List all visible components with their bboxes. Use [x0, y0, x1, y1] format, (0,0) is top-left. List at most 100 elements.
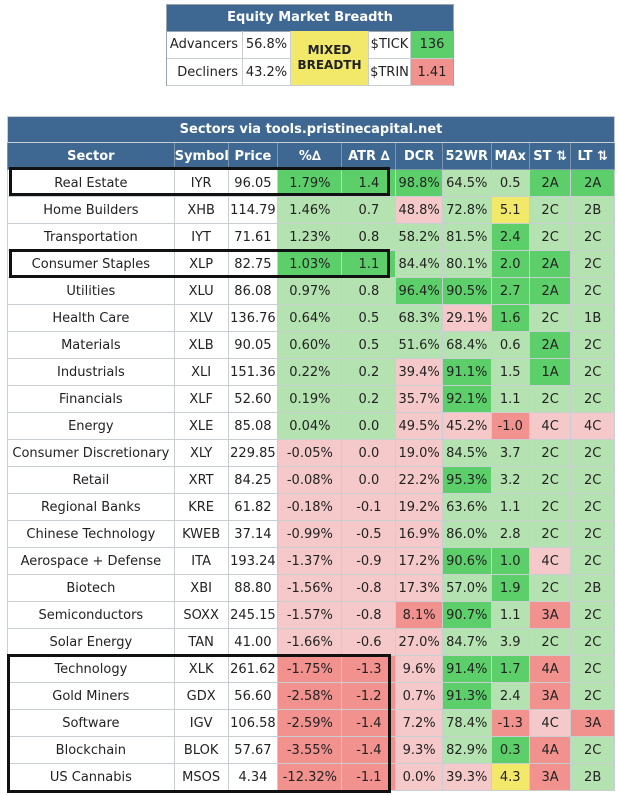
table-row: Blockchain BLOK 57.67 -3.55% -1.4 9.3% 82.9% 0.… — [7, 736, 615, 764]
cell-pct-change: 0.19% — [277, 385, 343, 413]
column-header-atr-change: ATR ∆ — [341, 142, 397, 170]
cell-st: 2C — [528, 520, 572, 548]
cell-symbol: XLY — [173, 439, 229, 467]
cell-atr-change: 0.8 — [341, 277, 397, 305]
cell-atr-change: 0.2 — [341, 358, 397, 386]
cell-price: 37.14 — [227, 520, 279, 548]
cell-symbol: TAN — [173, 628, 229, 656]
cell-atr-change: 0.2 — [341, 385, 397, 413]
cell-max: 1.9 — [490, 574, 530, 602]
cell-max: 2.0 — [490, 250, 530, 278]
cell-sector: Transportation — [7, 223, 175, 251]
cell-price: 193.24 — [227, 547, 279, 575]
cell-atr-change: -1.4 — [341, 736, 397, 764]
table-row: US Cannabis MSOS 4.34 -12.32% -1.1 0.0% 39.3% 4… — [7, 763, 615, 791]
cell-sector: US Cannabis — [7, 763, 175, 791]
cell-lt: 2C — [570, 385, 615, 413]
cell-dcr: 27.0% — [395, 628, 443, 656]
cell-atr-change: 0.5 — [341, 304, 397, 332]
cell-pct-change: -1.66% — [277, 628, 343, 656]
cell-sector: Consumer Staples — [7, 250, 175, 278]
cell-lt: 1B — [570, 304, 615, 332]
cell-atr-change: -1.3 — [341, 655, 397, 683]
cell-max: 1.5 — [490, 358, 530, 386]
table-row: Materials XLB 90.05 0.60% 0.5 51.6% 68.4% 0.6 2A… — [7, 331, 615, 359]
table-row: Consumer Staples XLP 82.75 1.03% 1.1 84.4% 80.… — [7, 250, 615, 278]
cell-symbol: GDX — [173, 682, 229, 710]
table-row: Industrials XLI 151.36 0.22% 0.2 39.4% 91.1% 1.… — [7, 358, 615, 386]
cell-price: 151.36 — [227, 358, 279, 386]
cell-max: 1.1 — [490, 385, 530, 413]
cell-symbol: MSOS — [173, 763, 229, 791]
cell-st: 2C — [528, 385, 572, 413]
cell-lt: 2C — [570, 736, 615, 764]
cell-pct-change: 0.22% — [277, 358, 343, 386]
cell-pct-change: -1.57% — [277, 601, 343, 629]
cell-52wr: 45.2% — [441, 412, 492, 440]
cell-pct-change: -1.56% — [277, 574, 343, 602]
table-row: Chinese Technology KWEB 37.14 -0.99% -0.5 16.… — [7, 520, 615, 548]
decliners-label: Decliners — [167, 59, 243, 86]
cell-price: 4.34 — [227, 763, 279, 791]
cell-lt: 2C — [570, 223, 615, 251]
cell-lt: 2C — [570, 466, 615, 494]
column-header-st[interactable]: ST ⇅ — [528, 142, 572, 170]
sectors-table: Sectors via tools.pristinecapital.net Se… — [7, 116, 615, 791]
cell-lt: 2C — [570, 682, 615, 710]
cell-atr-change: -0.9 — [341, 547, 397, 575]
cell-pct-change: -1.75% — [277, 655, 343, 683]
cell-max: 2.4 — [490, 223, 530, 251]
cell-st: 2C — [528, 466, 572, 494]
cell-lt: 2A — [570, 169, 615, 197]
cell-price: 136.76 — [227, 304, 279, 332]
cell-lt: 2C — [570, 520, 615, 548]
table-row: Gold Miners GDX 56.60 -2.58% -1.2 0.7% 91.3% 2.… — [7, 682, 615, 710]
cell-dcr: 8.1% — [395, 601, 443, 629]
cell-st: 3A — [528, 763, 572, 791]
table-row: Financials XLF 52.60 0.19% 0.2 35.7% 92.1% 1.1 2… — [7, 385, 615, 413]
cell-dcr: 51.6% — [395, 331, 443, 359]
cell-max: 3.9 — [490, 628, 530, 656]
cell-lt: 2C — [570, 655, 615, 683]
cell-sector: Consumer Discretionary — [7, 439, 175, 467]
cell-lt: 2C — [570, 358, 615, 386]
cell-symbol: XLP — [173, 250, 229, 278]
cell-max: 1.1 — [490, 493, 530, 521]
cell-atr-change: -1.1 — [341, 763, 397, 791]
cell-max: 1.1 — [490, 601, 530, 629]
cell-st: 2C — [528, 439, 572, 467]
cell-price: 84.25 — [227, 466, 279, 494]
cell-dcr: 9.6% — [395, 655, 443, 683]
cell-52wr: 68.4% — [441, 331, 492, 359]
cell-max: 1.0 — [490, 547, 530, 575]
cell-symbol: ITA — [173, 547, 229, 575]
table-row: Energy XLE 85.08 0.04% 0.0 49.5% 45.2% -1.0 4C 4C — [7, 412, 615, 440]
table-row: Technology XLK 261.62 -1.75% -1.3 9.6% 91.4% 1.… — [7, 655, 615, 683]
cell-dcr: 9.3% — [395, 736, 443, 764]
cell-dcr: 68.3% — [395, 304, 443, 332]
cell-atr-change: -1.4 — [341, 709, 397, 737]
cell-max: 5.1 — [490, 196, 530, 224]
cell-dcr: 22.2% — [395, 466, 443, 494]
table-row: Biotech XBI 88.80 -1.56% -0.8 17.3% 57.0% 1.9 2C… — [7, 574, 615, 602]
cell-symbol: XLU — [173, 277, 229, 305]
cell-symbol: XLK — [173, 655, 229, 683]
cell-symbol: XLE — [173, 412, 229, 440]
cell-symbol: BLOK — [173, 736, 229, 764]
cell-max: -1.3 — [490, 709, 530, 737]
cell-52wr: 92.1% — [441, 385, 492, 413]
cell-symbol: XLV — [173, 304, 229, 332]
cell-atr-change: 0.0 — [341, 412, 397, 440]
cell-dcr: 39.4% — [395, 358, 443, 386]
cell-symbol: KRE — [173, 493, 229, 521]
cell-sector: Financials — [7, 385, 175, 413]
cell-52wr: 29.1% — [441, 304, 492, 332]
table-row: Home Builders XHB 114.79 1.46% 0.7 48.8% 72.8%… — [7, 196, 615, 224]
cell-lt: 2C — [570, 439, 615, 467]
cell-dcr: 98.8% — [395, 169, 443, 197]
cell-sector: Utilities — [7, 277, 175, 305]
cell-sector: Biotech — [7, 574, 175, 602]
table-row: Retail XRT 84.25 -0.08% 0.0 22.2% 95.3% 3.2 2C 2C — [7, 466, 615, 494]
cell-sector: Chinese Technology — [7, 520, 175, 548]
column-header-lt[interactable]: LT ⇅ — [570, 142, 615, 170]
